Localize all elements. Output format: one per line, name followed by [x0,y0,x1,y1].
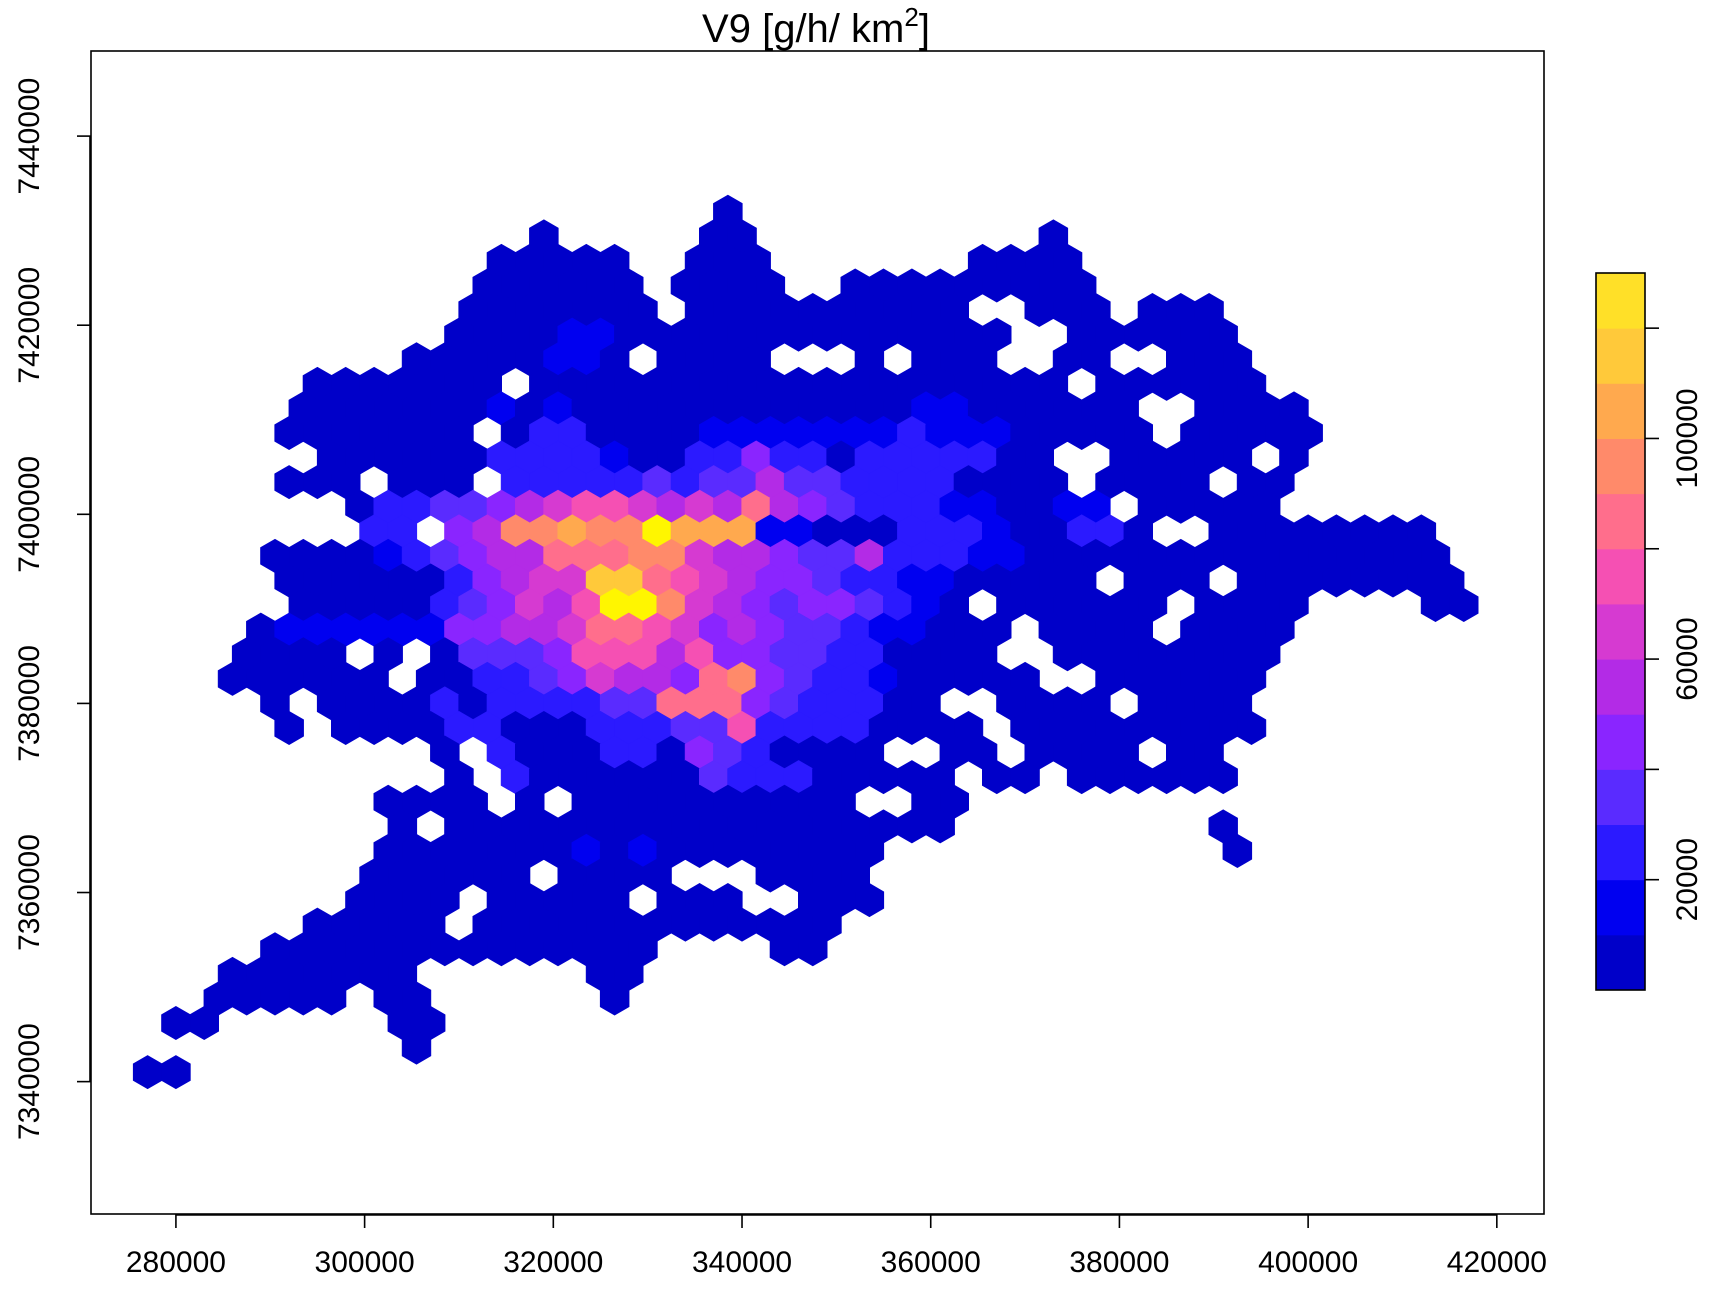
x-tick-label: 420000 [1447,1246,1547,1279]
plot-frame [90,50,1545,1215]
chart-title-superscript: 2 [904,2,918,32]
colorbar-segment [1596,934,1645,991]
y-tick-label: 7340000 [13,1023,46,1140]
colorbar-tick-label: 20000 [1671,838,1704,921]
x-axis: 280000 300000 320000 340000 360000 380000 4000… [126,1214,1547,1279]
chart-title-close: ] [919,7,930,51]
colorbar-segment [1596,273,1645,329]
y-axis: 7340000 7360000 7380000 7400000 7420000 74400… [13,78,91,1140]
chart-title: V9 [g/h/ km2] [702,2,930,51]
y-tick-label: 7400000 [13,456,46,573]
colorbar-segment [1596,824,1645,881]
colorbar-segment [1596,659,1645,715]
hex-cell [274,465,304,500]
hex-cell [854,883,885,918]
hex-cell [1208,760,1238,795]
x-tick-label: 340000 [692,1246,792,1279]
colorbar-segment [1596,769,1645,826]
colorbar-segment [1596,879,1645,936]
hex-cell [161,1005,191,1041]
colorbar-segment [1596,328,1645,384]
colorbar-tick-label: 100000 [1671,388,1704,488]
colorbar-legend: 20000 60000 100000 [1595,272,1704,991]
y-tick-label: 7420000 [13,267,46,384]
colorbar-segment [1596,383,1645,439]
hex-cell [189,1005,219,1041]
colorbar-segment [1596,438,1645,495]
x-tick-label: 380000 [1069,1246,1169,1279]
x-tick-label: 280000 [126,1246,226,1279]
hex-layer [132,194,1479,1090]
y-tick-label: 7360000 [13,834,46,951]
x-tick-label: 300000 [315,1246,415,1279]
colorbar-segment [1596,548,1645,605]
hex-cell [274,710,304,746]
hex-cell [925,809,955,844]
plot-region [90,50,1545,1215]
colorbar-tick-label: 60000 [1671,617,1704,700]
x-tick-label: 320000 [503,1246,603,1279]
hex-cell [1236,710,1267,746]
y-tick-label: 7380000 [13,645,46,762]
colorbar-segment [1596,603,1645,660]
x-tick-label: 400000 [1258,1246,1358,1279]
hex-cell [1010,760,1040,795]
y-tick-label: 7440000 [13,78,46,195]
x-tick-label: 360000 [881,1246,981,1279]
hex-cell [1449,588,1479,623]
hex-cell [798,932,828,967]
colorbar-frame [1595,272,1646,991]
hex-cell [599,981,630,1016]
hex-cell [1222,833,1253,868]
colorbar-segment [1596,493,1645,550]
colorbar-segment [1596,714,1645,770]
hex-cell [132,1055,163,1090]
chart-title-main: V9 [g/h/ km [702,7,904,51]
hex-cell [316,981,347,1016]
hex-cell [401,1030,432,1065]
hex-cell [161,1055,191,1090]
